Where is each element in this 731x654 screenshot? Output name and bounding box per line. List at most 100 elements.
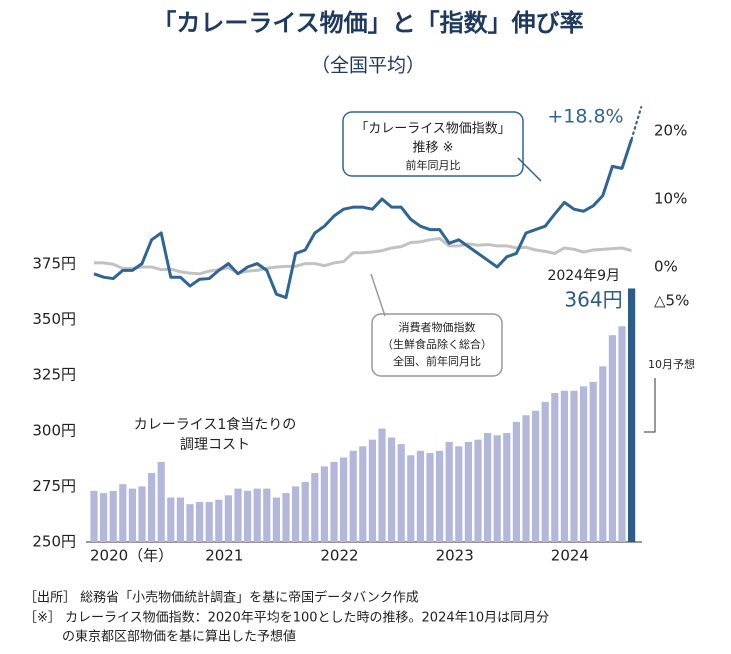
bar <box>186 504 194 542</box>
data-label: 364円 <box>564 288 622 312</box>
annotation: 「カレーライス物価指数」 <box>355 122 511 137</box>
note: ［出所］ 総務省「小売物価統計調査」を基に帝国データバンク作成 <box>24 590 419 606</box>
y2-tick-label: 20% <box>654 122 687 140</box>
note: ［※］ カレーライス物価指数：2020年平均を100とした時の推移。2024年1… <box>24 611 549 626</box>
x-tick-label: 2022 <box>320 547 358 565</box>
bar <box>263 488 271 542</box>
annotation: （生鮮食品除く総合） <box>382 337 492 351</box>
y2-tick-label: △5% <box>654 292 689 310</box>
callout-box <box>371 313 503 377</box>
annotation: 調理コスト <box>180 437 250 453</box>
x-tick-label: 2021 <box>205 547 243 565</box>
bar <box>148 473 156 542</box>
bar <box>388 437 396 542</box>
chart-title: 「カレーライス物価」と「指数」伸び率 <box>152 9 583 37</box>
bar <box>90 490 98 542</box>
bar <box>109 490 117 542</box>
line <box>94 236 633 276</box>
bar <box>628 288 636 542</box>
bar <box>484 433 492 542</box>
bar <box>205 501 213 542</box>
annotation: 2024年9月 <box>547 268 620 284</box>
chart-subtitle: （全国平均） <box>311 55 425 77</box>
bar <box>138 486 146 542</box>
annotation: 推移 ※ <box>412 141 453 156</box>
bar <box>580 386 588 542</box>
bar <box>196 501 204 542</box>
bar <box>589 381 597 542</box>
bar <box>340 457 348 542</box>
plot: 250円 275円 300円 325円 350円 375円 △5% 0% 10% 20% 2020（… <box>32 106 689 565</box>
bar <box>464 441 472 542</box>
annotation: カレーライス1食当たりの <box>134 416 297 433</box>
bar <box>512 421 520 542</box>
y2-tick-label: 10% <box>654 190 687 208</box>
bar <box>320 466 328 542</box>
bar <box>368 439 376 542</box>
bar <box>570 390 578 542</box>
bar <box>157 461 165 542</box>
bar <box>532 410 540 542</box>
line <box>93 138 634 300</box>
y-tick-label: 300円 <box>32 421 76 439</box>
bar <box>397 444 405 542</box>
bar <box>100 493 108 542</box>
y-tick-label: 375円 <box>32 255 76 273</box>
y-tick-label: 350円 <box>32 310 76 328</box>
bar <box>551 392 559 542</box>
bar <box>119 484 127 542</box>
bar <box>128 488 136 542</box>
bar <box>599 366 607 542</box>
bar <box>301 481 309 542</box>
x-tick-label: 2023 <box>436 547 474 565</box>
note: の東京都区部物価を基に算出した予想値 <box>62 629 296 645</box>
bar <box>292 486 300 542</box>
data-label: +18.8% <box>547 106 623 128</box>
x-tick-label: 2024 <box>551 547 589 565</box>
bar <box>618 326 626 542</box>
forecast-bracket <box>644 378 656 433</box>
bar <box>378 428 386 542</box>
bar <box>503 433 511 542</box>
bar <box>359 446 367 542</box>
bar <box>215 499 223 542</box>
bar <box>445 441 453 542</box>
callout-pointer <box>517 157 542 182</box>
y-tick-label: 275円 <box>32 477 76 495</box>
bar <box>176 497 184 542</box>
annotation: 前年同月比 <box>406 158 461 172</box>
callout-box <box>342 111 524 177</box>
bar <box>407 455 415 542</box>
bar <box>560 390 568 542</box>
bar <box>311 473 319 542</box>
annotation: 全国、前年同月比 <box>393 354 481 368</box>
annotation: 消費者物価指数 <box>399 320 476 334</box>
bar <box>282 493 290 542</box>
callout-pointer <box>370 273 386 317</box>
bar <box>493 435 501 542</box>
y-tick-label: 250円 <box>32 533 76 551</box>
bar <box>234 488 242 542</box>
bar <box>416 450 424 542</box>
bar <box>608 335 616 542</box>
bar <box>541 401 549 542</box>
bar <box>436 450 444 542</box>
bar <box>426 453 434 542</box>
bar <box>455 446 463 542</box>
bar <box>330 461 338 542</box>
bar <box>272 497 280 542</box>
bar <box>244 490 252 542</box>
bar <box>224 495 232 542</box>
bar <box>474 439 482 542</box>
bar <box>253 488 261 542</box>
bar <box>167 497 175 542</box>
line <box>630 106 643 141</box>
y-tick-label: 325円 <box>32 366 76 384</box>
bar <box>349 450 357 542</box>
x-tick-label: 2020（年） <box>90 547 173 565</box>
bar <box>522 415 530 542</box>
y2-tick-label: 0% <box>654 258 678 276</box>
annotation: 10月予想 <box>648 357 695 371</box>
